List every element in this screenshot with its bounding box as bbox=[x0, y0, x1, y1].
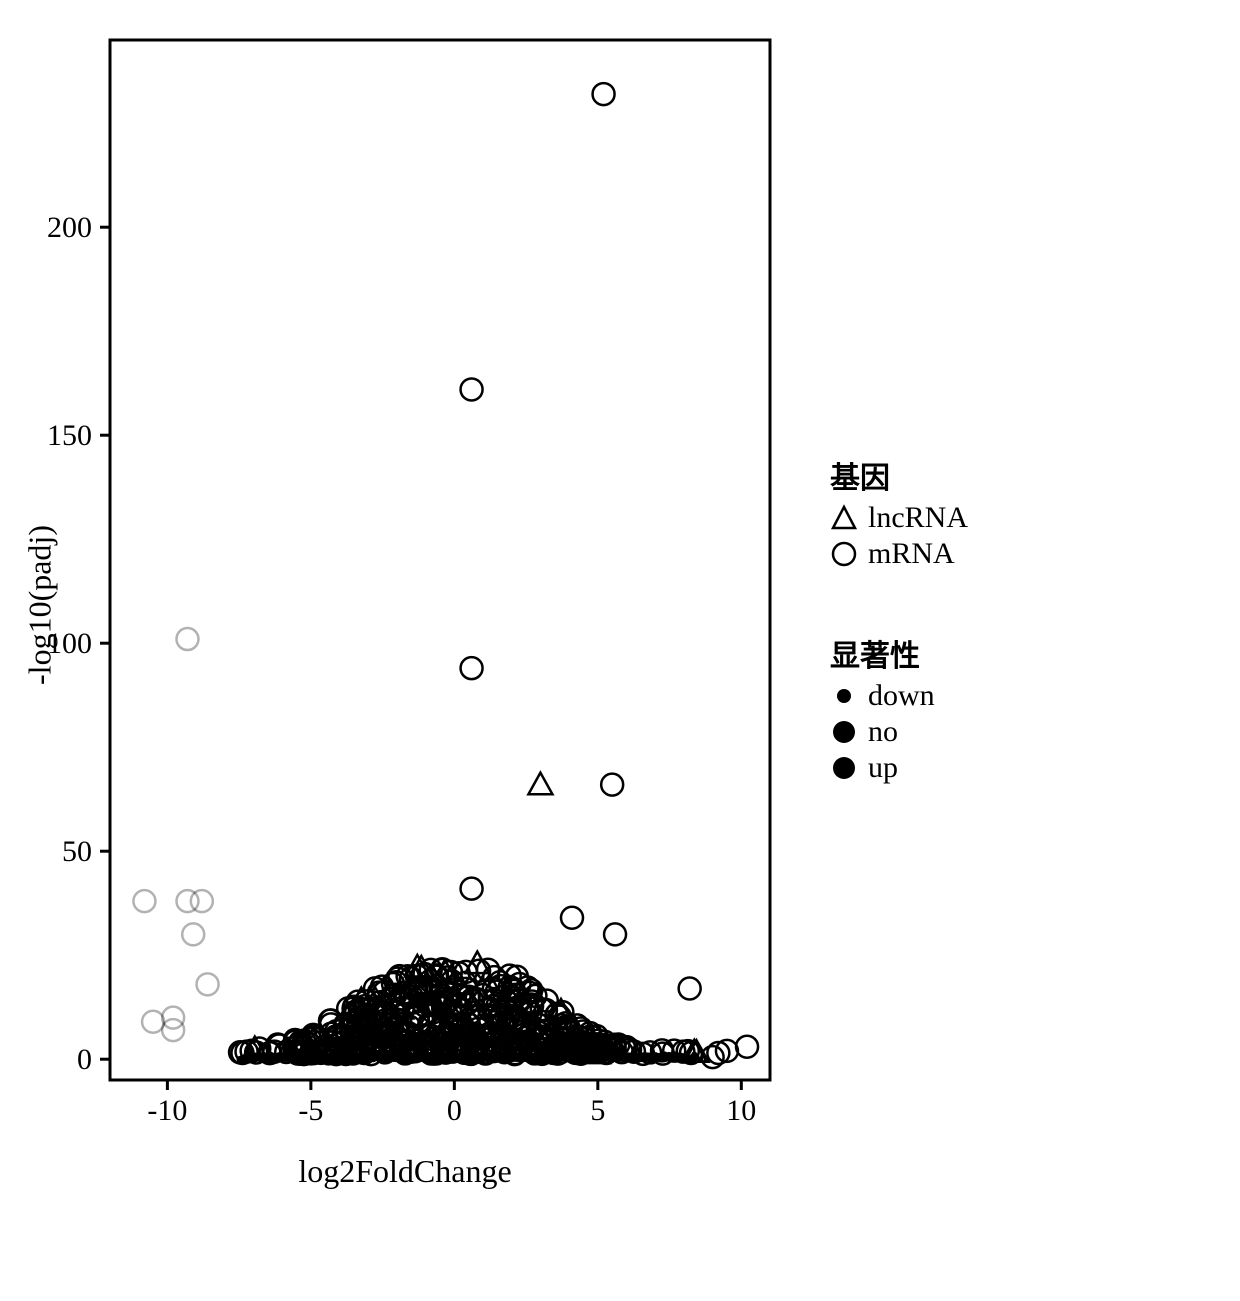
legend-sig-title: 显著性 bbox=[830, 631, 968, 675]
legend-item-label: lncRNA bbox=[868, 501, 968, 535]
svg-text:0: 0 bbox=[447, 1094, 462, 1127]
legend-item-label: up bbox=[868, 751, 898, 785]
svg-text:0: 0 bbox=[77, 1043, 92, 1076]
svg-text:150: 150 bbox=[47, 419, 92, 452]
legend-sig-items: downnoup bbox=[830, 679, 968, 785]
svg-text:-5: -5 bbox=[298, 1094, 323, 1127]
plot-area: -log10(padj) -10-50510050100150200 log2F… bbox=[20, 20, 790, 1190]
legend-sig-item: up bbox=[830, 751, 968, 785]
volcano-plot-figure: -log10(padj) -10-50510050100150200 log2F… bbox=[20, 20, 1220, 1190]
legend-sig-item: down bbox=[830, 679, 968, 713]
legend-sig-item: no bbox=[830, 715, 968, 749]
legend-item-label: mRNA bbox=[868, 537, 955, 571]
dot-icon bbox=[830, 754, 858, 782]
legend-gene-title: 基因 bbox=[830, 453, 968, 497]
legend-item-label: down bbox=[868, 679, 935, 713]
dot-icon bbox=[830, 682, 858, 710]
svg-text:200: 200 bbox=[47, 211, 92, 244]
dot-icon bbox=[830, 718, 858, 746]
legend-gene-item: mRNA bbox=[830, 537, 968, 571]
legend-gene-item: lncRNA bbox=[830, 501, 968, 535]
triangle-icon bbox=[830, 504, 858, 532]
x-axis-label: log2FoldChange bbox=[20, 1153, 790, 1190]
legend-gene-items: lncRNAmRNA bbox=[830, 501, 968, 571]
svg-text:5: 5 bbox=[590, 1094, 605, 1127]
plot-svg: -10-50510050100150200 bbox=[20, 20, 790, 1140]
y-axis-label: -log10(padj) bbox=[21, 525, 58, 685]
svg-text:10: 10 bbox=[726, 1094, 756, 1127]
svg-text:50: 50 bbox=[62, 835, 92, 868]
circle-icon bbox=[830, 540, 858, 568]
svg-text:-10: -10 bbox=[147, 1094, 187, 1127]
legend: 基因 lncRNAmRNA 显著性 downnoup bbox=[830, 423, 968, 787]
legend-item-label: no bbox=[868, 715, 898, 749]
